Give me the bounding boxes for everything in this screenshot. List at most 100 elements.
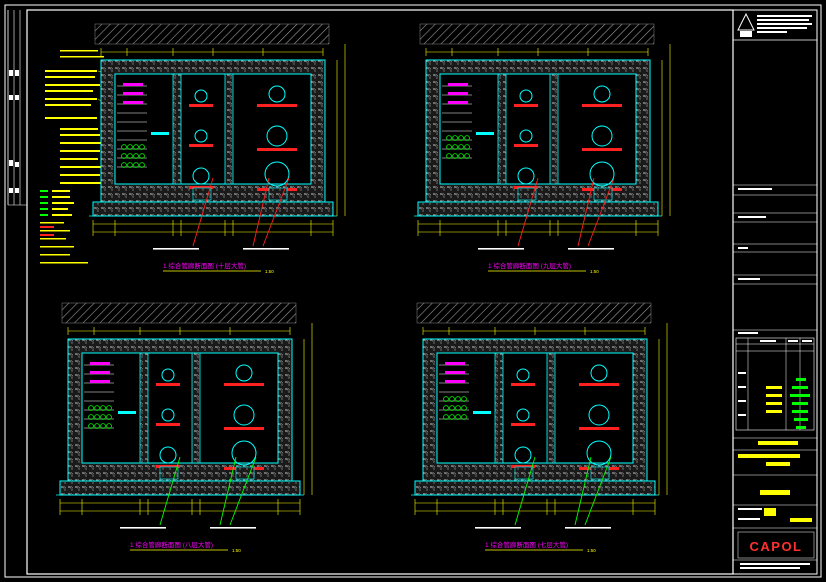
pipe-support bbox=[156, 423, 180, 426]
power-cable bbox=[446, 153, 452, 159]
power-cable bbox=[121, 162, 127, 168]
large-pipe bbox=[233, 404, 255, 426]
pipe bbox=[192, 167, 210, 185]
power-cable bbox=[461, 405, 467, 411]
partition-wall bbox=[549, 73, 559, 185]
partition-wall bbox=[191, 352, 201, 464]
pipe-support bbox=[579, 427, 619, 430]
pipe bbox=[516, 368, 530, 382]
large-pipe bbox=[589, 161, 615, 187]
large-pipe bbox=[590, 364, 608, 382]
partition-wall bbox=[172, 73, 182, 185]
power-cable bbox=[458, 144, 464, 150]
section-d: 1 综合管廊断面图 (七层大管) 1:50 bbox=[411, 302, 668, 553]
section-c: 1 综合管廊断面图 (八层大管) 1:50 bbox=[56, 302, 313, 553]
power-cable bbox=[461, 414, 467, 420]
cable-tray-cyan bbox=[473, 411, 491, 414]
company-logo-icon bbox=[737, 12, 755, 37]
power-cable bbox=[455, 396, 461, 402]
leader-line bbox=[262, 177, 290, 247]
large-pipe bbox=[266, 125, 288, 147]
cable-tray bbox=[123, 83, 143, 86]
pipe bbox=[519, 89, 533, 103]
tunnel-cavity bbox=[81, 352, 279, 464]
pipe-support bbox=[156, 465, 180, 468]
large-pipe bbox=[235, 364, 253, 382]
leader-line bbox=[517, 177, 539, 247]
pipe bbox=[159, 446, 177, 464]
section-title: 1 综合管廊断面图 (九层大管) bbox=[488, 261, 571, 270]
partition-wall bbox=[494, 352, 504, 464]
power-cable bbox=[139, 153, 145, 159]
pipe-support bbox=[514, 186, 538, 189]
soil-cover bbox=[416, 302, 652, 324]
pipe-plinth bbox=[590, 466, 610, 480]
power-cable bbox=[464, 144, 470, 150]
pipe-plinth bbox=[268, 187, 288, 201]
power-cable bbox=[133, 153, 139, 159]
cable-tray bbox=[448, 83, 468, 86]
cable-tray bbox=[445, 371, 465, 374]
power-cable bbox=[127, 162, 133, 168]
pipe bbox=[519, 129, 533, 143]
tunnel-cavity bbox=[114, 73, 312, 185]
pipe-support bbox=[579, 383, 619, 386]
soil-cover bbox=[419, 23, 655, 45]
power-cable bbox=[94, 414, 100, 420]
partition-wall bbox=[139, 352, 149, 464]
pipe-plinth bbox=[192, 187, 212, 201]
power-cable bbox=[106, 405, 112, 411]
leader-line bbox=[252, 177, 270, 247]
pipe-support bbox=[514, 144, 538, 147]
base-slab bbox=[414, 480, 656, 496]
power-cable bbox=[133, 144, 139, 150]
power-cable bbox=[452, 135, 458, 141]
power-cable bbox=[452, 153, 458, 159]
power-cable bbox=[100, 405, 106, 411]
power-cable bbox=[88, 423, 94, 429]
power-cable bbox=[127, 153, 133, 159]
power-cable bbox=[443, 396, 449, 402]
power-cable bbox=[127, 144, 133, 150]
power-cable bbox=[121, 144, 127, 150]
partition-wall bbox=[546, 352, 556, 464]
large-pipe bbox=[268, 85, 286, 103]
cable-tray bbox=[90, 371, 110, 374]
title-block: CAPOL bbox=[732, 9, 818, 575]
binding-margin bbox=[7, 10, 27, 206]
power-cable bbox=[121, 153, 127, 159]
pipe-support bbox=[511, 423, 535, 426]
large-pipe bbox=[586, 440, 612, 466]
cable-tray-cyan bbox=[151, 132, 169, 135]
pipe-support bbox=[257, 104, 297, 107]
power-cable bbox=[139, 144, 145, 150]
pipe-support bbox=[189, 186, 213, 189]
pipe bbox=[161, 408, 175, 422]
large-pipe bbox=[591, 125, 613, 147]
power-cable bbox=[106, 414, 112, 420]
leader-line bbox=[574, 456, 592, 526]
pipe-support bbox=[189, 144, 213, 147]
cable-tray bbox=[90, 362, 110, 365]
large-pipe bbox=[264, 161, 290, 187]
leader-line bbox=[584, 456, 612, 526]
section-scale: 1:50 bbox=[590, 269, 599, 274]
section-title: 1 综合管廊断面图 (十层大管) bbox=[163, 261, 246, 270]
cable-tray-cyan bbox=[118, 411, 136, 414]
leader-line bbox=[219, 456, 237, 526]
pipe-support bbox=[224, 383, 264, 386]
section-a: 1 综合管廊断面图 (十层大管) 1:50 bbox=[89, 23, 346, 274]
soil-cover bbox=[94, 23, 330, 45]
pipe-support bbox=[189, 104, 213, 107]
cable-tray bbox=[123, 92, 143, 95]
pipe bbox=[514, 446, 532, 464]
base-slab bbox=[92, 201, 334, 217]
cable-tray bbox=[90, 380, 110, 383]
cable-tray bbox=[445, 380, 465, 383]
brand-logo-text: CAPOL bbox=[750, 539, 803, 554]
leader-line bbox=[514, 456, 536, 526]
large-pipe bbox=[593, 85, 611, 103]
cable-tray bbox=[123, 101, 143, 104]
pipe-plinth bbox=[159, 466, 179, 480]
power-cable bbox=[458, 135, 464, 141]
